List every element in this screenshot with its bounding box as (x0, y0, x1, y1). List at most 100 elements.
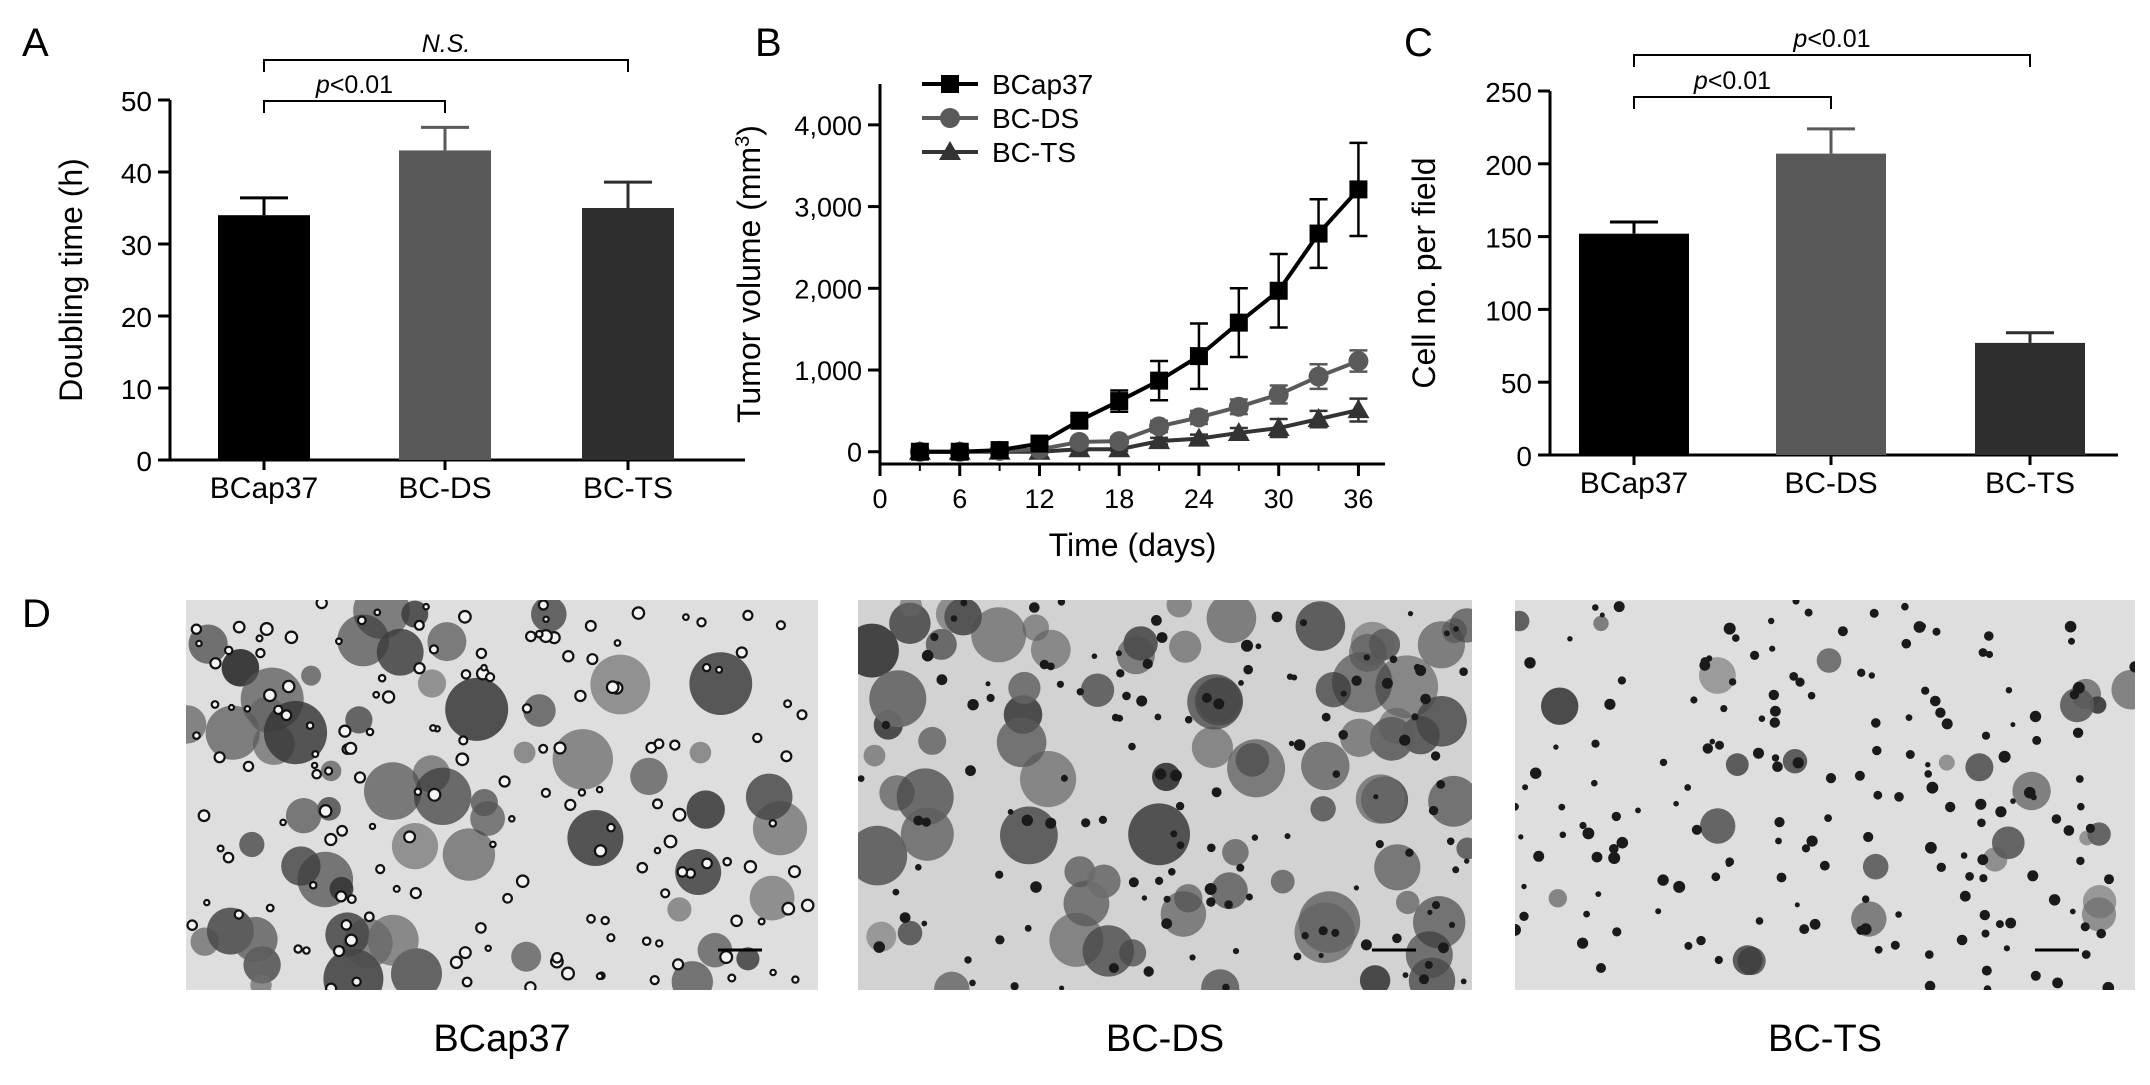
cell (719, 950, 734, 965)
cell (1446, 837, 1455, 846)
panel-b-x-tick-label: 12 (1024, 484, 1054, 514)
cell (1255, 643, 1262, 650)
cell-cluster (1515, 610, 1530, 632)
cell-cluster (367, 914, 419, 966)
cell (1956, 934, 1968, 946)
cell (1758, 715, 1766, 722)
panel-b-series-bc-ts-point (1148, 430, 1171, 450)
cell (1924, 980, 1936, 990)
cell (1389, 655, 1398, 664)
cell (930, 632, 939, 642)
cell-cluster (858, 623, 899, 678)
cell-cluster (889, 602, 931, 644)
cell (335, 890, 348, 903)
cell-cluster (897, 920, 923, 946)
cell (197, 809, 211, 823)
cell-cluster (934, 971, 970, 990)
panel-c-x-tick-label-bc-ds: BC-DS (1784, 467, 1877, 500)
cell (1351, 675, 1362, 686)
cell (985, 681, 991, 687)
cell-cluster (858, 825, 908, 886)
cell (1420, 693, 1431, 705)
cell (409, 887, 422, 900)
cell (1905, 750, 1915, 759)
cell (427, 787, 442, 802)
cell (1984, 631, 1994, 641)
cell (1136, 695, 1148, 707)
cell (892, 888, 900, 896)
cell-cluster (1270, 869, 1295, 894)
cell (1874, 945, 1883, 954)
cell (757, 917, 766, 926)
cell-cluster (1301, 741, 1350, 791)
cell (1170, 769, 1182, 782)
cell-cluster (232, 916, 278, 962)
cell (213, 751, 226, 764)
micrograph-caption-bcap37: BCap37 (433, 1018, 571, 1060)
cell (1224, 900, 1233, 909)
cell (1935, 707, 1946, 718)
cell (593, 844, 608, 858)
cell (1617, 676, 1626, 685)
cell (1921, 686, 1930, 695)
cell-cluster (1087, 864, 1121, 899)
cell (1010, 982, 1019, 990)
cell (995, 935, 1005, 945)
cell (1293, 952, 1302, 961)
cell (1795, 677, 1805, 687)
cell (1175, 801, 1185, 811)
panel-b-series-bc-ts-line (919, 408, 1359, 454)
cell (1007, 809, 1014, 815)
cell-cluster (1374, 844, 1421, 891)
cell (521, 703, 533, 714)
cell (1819, 860, 1830, 871)
cell (1331, 928, 1340, 937)
cell (2064, 620, 2077, 633)
cell (722, 856, 733, 867)
cell (1577, 937, 1589, 949)
cell (881, 720, 891, 730)
cell (1684, 784, 1692, 791)
cell (1232, 948, 1240, 955)
cell (1611, 811, 1621, 822)
cell (1979, 909, 1990, 921)
cell (1871, 718, 1881, 728)
cell (1405, 848, 1414, 857)
cell (2080, 922, 2090, 932)
cell (1936, 862, 1946, 872)
cell (595, 972, 604, 981)
cell-cluster (1541, 687, 1579, 725)
cell (1998, 750, 2011, 763)
cell-cluster (445, 677, 509, 741)
cell (796, 709, 808, 721)
panel-b-y-tick-label: 2,000 (794, 274, 862, 304)
cell (2104, 874, 2114, 885)
cell (537, 600, 549, 611)
panel-b-x-axis-label: Time (days) (1049, 527, 1217, 563)
panel-c-significance-label: p<0.01 (1693, 67, 1771, 95)
cell (1056, 680, 1064, 688)
cell-cluster (1938, 754, 1955, 771)
cell-cluster (364, 762, 422, 820)
cell (653, 846, 662, 855)
cell (1098, 815, 1107, 824)
cell (1373, 794, 1379, 800)
cell (1772, 761, 1783, 772)
cell (1076, 688, 1084, 696)
cell (279, 818, 287, 827)
cell (1975, 798, 1987, 810)
panel-b-legend-bc-ds-marker (940, 108, 960, 128)
cell (1515, 802, 1519, 811)
panel-a-y-tick-label: 10 (121, 374, 152, 405)
panel-b-series-bcap37-point (1189, 347, 1208, 366)
cell (338, 724, 352, 738)
cell (1154, 713, 1162, 721)
panel-b-x-tick-label: 30 (1264, 484, 1294, 514)
cell (1860, 923, 1872, 935)
cell (1464, 858, 1470, 864)
cell (308, 880, 318, 890)
cell-cluster (1396, 890, 1420, 915)
cell (2003, 945, 2010, 952)
cell (1189, 954, 1196, 961)
cell (913, 815, 924, 826)
